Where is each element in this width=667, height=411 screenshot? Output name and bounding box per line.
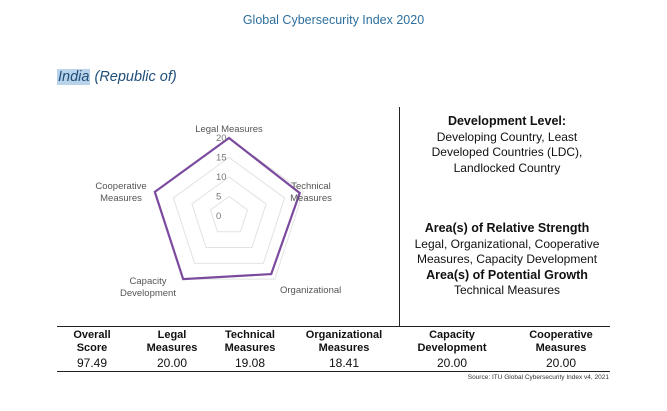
radar-axis-label-1: Technical Measures	[290, 181, 332, 204]
score-value: 20.00	[156, 356, 188, 370]
document-title: Global Cybersecurity Index 2020	[242, 13, 425, 27]
strength-growth-block: Area(s) of Relative Strength Legal, Orga…	[404, 221, 610, 299]
radar-axis-label-0: Legal Measures	[195, 124, 263, 135]
score-col-technical: Technical Measures 19.08	[210, 329, 290, 370]
score-header: Measures	[224, 341, 276, 354]
score-col-legal: Legal Measures 20.00	[132, 329, 212, 370]
score-header: Legal	[157, 329, 187, 341]
score-col-cooperative: Cooperative Measures 20.00	[512, 329, 610, 370]
radar-ticks: 20 15 10 5 0	[216, 133, 227, 222]
score-value: 19.08	[234, 356, 266, 370]
score-value: 97.49	[76, 356, 108, 370]
radar-axis-label-2: Organizational	[280, 285, 341, 296]
score-header: Development	[417, 341, 487, 354]
radar-tick-label: 0	[216, 211, 221, 222]
radar-series	[153, 136, 302, 281]
radar-axis-label-4: Cooperative Measures	[95, 181, 146, 204]
source-note: Source: ITU Global Cybersecurity Index v…	[467, 374, 609, 381]
radar-axis-labels: Legal Measures Technical Measures Organizat…	[95, 124, 341, 299]
development-line: Landlocked Country	[453, 160, 561, 175]
country-name: India	[57, 69, 91, 85]
score-header: Technical	[225, 329, 275, 341]
radar-tick-label: 10	[216, 172, 227, 183]
growth-heading: Area(s) of Potential Growth	[426, 267, 588, 282]
strength-line: Measures, Capacity Development	[416, 252, 598, 266]
score-underline	[57, 371, 610, 372]
score-header: Score	[76, 341, 108, 354]
radar-tick-label: 5	[216, 192, 221, 203]
score-col-organizational: Organizational Measures 18.41	[294, 329, 394, 370]
strength-line: Legal, Organizational, Cooperative	[414, 236, 600, 251]
score-header: Measures	[146, 341, 198, 354]
development-line: Developed Countries (LDC),	[431, 145, 583, 159]
development-line: Developing Country, Least	[436, 129, 578, 144]
radar-grid-ring-1	[209, 195, 249, 233]
score-value: 20.00	[545, 356, 577, 370]
score-col-overall: Overall Score 97.49	[57, 329, 127, 370]
growth-line: Technical Measures	[453, 283, 561, 297]
country-suffix: (Republic of)	[94, 69, 177, 85]
radar-tick-label: 15	[216, 153, 227, 164]
development-level-block: Development Level: Developing Country, L…	[404, 114, 610, 176]
horizontal-divider	[57, 326, 610, 327]
score-value: 20.00	[436, 356, 468, 370]
development-level-heading: Development Level:	[447, 114, 567, 128]
vertical-divider	[399, 107, 400, 326]
score-header: Organizational	[305, 329, 383, 341]
score-value: 18.41	[328, 356, 360, 370]
radar-grid-ring-3	[172, 156, 286, 264]
score-col-capacity: Capacity Development 20.00	[402, 329, 502, 370]
score-header: Overall	[73, 329, 111, 341]
radar-series-polygon	[153, 136, 302, 281]
strength-heading: Area(s) of Relative Strength	[424, 221, 590, 235]
score-header: Cooperative	[529, 329, 593, 341]
radar-tick-label: 20	[216, 133, 227, 144]
radar-chart: 20 15 10 5 0 Legal Measures Technical Measures…	[95, 124, 341, 299]
radar-grid-ring-2	[191, 176, 267, 249]
score-header: Capacity	[429, 329, 475, 341]
score-header: Measures	[318, 341, 370, 354]
radar-axis-label-3: Capacity Development	[120, 276, 176, 299]
score-header: Measures	[535, 341, 587, 354]
country-heading: India (Republic of)	[57, 69, 177, 85]
